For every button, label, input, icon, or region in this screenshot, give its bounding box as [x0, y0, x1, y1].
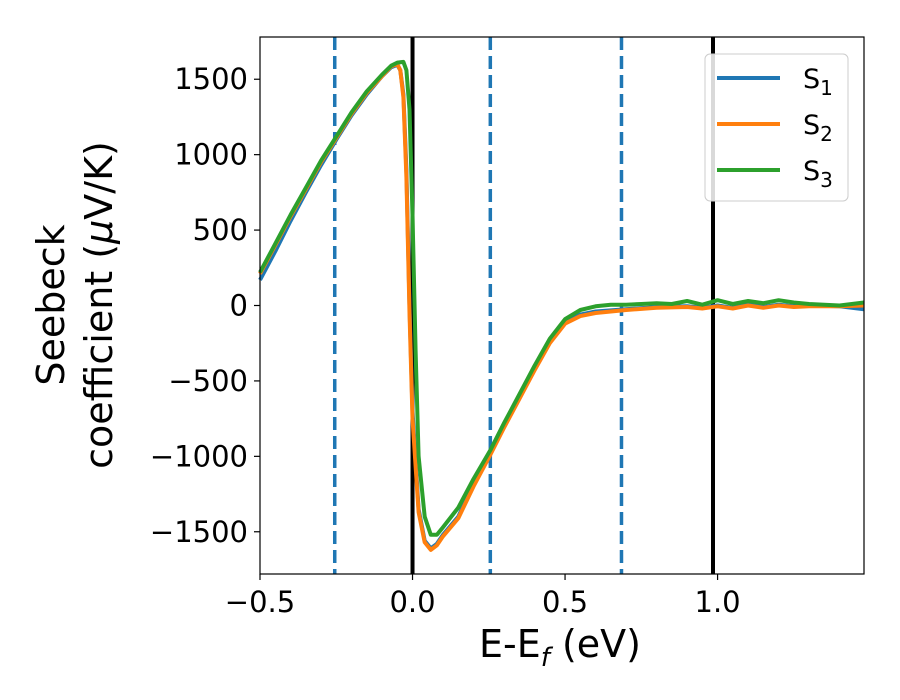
legend-box: [704, 53, 849, 202]
y-axis-title: Seebeck coefficient (μV/K): [29, 141, 121, 469]
y-tick-label: −1000: [150, 439, 248, 473]
y-tick-label: −500: [168, 364, 248, 398]
x-tick-label: 0.0: [389, 585, 435, 619]
legend-label-s1: S1: [803, 64, 833, 100]
y-tick-label: 1500: [174, 62, 248, 96]
legend: S1 S2 S3: [704, 53, 849, 202]
y-tick-label: 0: [230, 289, 248, 323]
y-tick-label: 500: [193, 213, 248, 247]
y-tick-label: −1500: [150, 515, 248, 549]
legend-label-s2: S2: [803, 110, 833, 146]
series-layer: [258, 59, 865, 552]
x-ticks: −0.5 0.0 0.5 1.0: [225, 574, 741, 619]
series-line-s3: [258, 59, 865, 537]
y-axis-title-line2: coefficient (μV/K): [77, 141, 121, 469]
y-tick-label: 1000: [174, 138, 248, 172]
y-ticks: 1500 1000 500 0 −500 −1000 −1500: [150, 62, 260, 549]
y-axis-title-line1: Seebeck: [29, 224, 73, 385]
x-axis-title: E-Ef (eV): [479, 622, 641, 673]
legend-label-s3: S3: [803, 156, 833, 192]
x-tick-label: −0.5: [225, 585, 295, 619]
x-tick-label: 1.0: [695, 585, 741, 619]
x-tick-label: 0.5: [542, 585, 588, 619]
